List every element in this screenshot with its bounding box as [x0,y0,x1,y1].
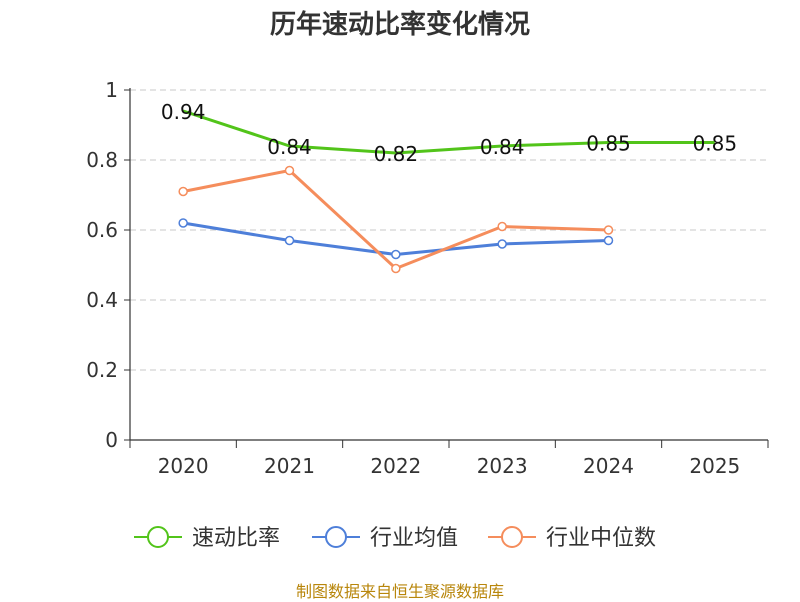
data-point [284,165,295,176]
legend-marker [325,526,347,548]
y-tick-label: 0.6 [86,218,118,242]
chart-title: 历年速动比率变化情况 [269,10,530,40]
data-point [391,263,401,274]
x-tick-label: 2024 [583,454,634,478]
y-tick-label: 1 [105,78,118,102]
data-label: 0.85 [586,132,631,156]
data-point [284,235,295,246]
data-point [603,225,614,235]
series-line [182,109,715,155]
y-tick-label: 0 [105,428,118,452]
legend-marker [147,526,169,548]
data-point [178,186,188,197]
legend-marker [501,526,523,548]
data-point [497,221,507,232]
data-label: 0.84 [480,135,525,159]
data-point [178,218,188,228]
data-point [603,235,614,246]
legend-label: 行业均值 [370,526,458,551]
y-tick-label: 0.4 [86,288,118,312]
x-tick-label: 2022 [370,454,421,478]
y-tick-label: 0.2 [86,358,118,382]
y-tick-label: 0.8 [86,148,118,172]
data-label: 0.84 [267,135,312,159]
data-label: 0.94 [161,100,206,124]
x-tick-label: 2025 [689,454,740,478]
legend-label: 速动比率 [192,526,280,551]
source-note: 制图数据来自恒生聚源数据库 [295,582,504,601]
data-label: 0.85 [693,132,738,156]
x-tick-label: 2020 [158,454,209,478]
legend-label: 行业中位数 [546,526,656,551]
data-point [391,249,401,260]
data-point [497,239,507,249]
x-tick-label: 2021 [264,454,315,478]
data-label: 0.82 [374,142,419,166]
x-tick-label: 2023 [477,454,528,478]
